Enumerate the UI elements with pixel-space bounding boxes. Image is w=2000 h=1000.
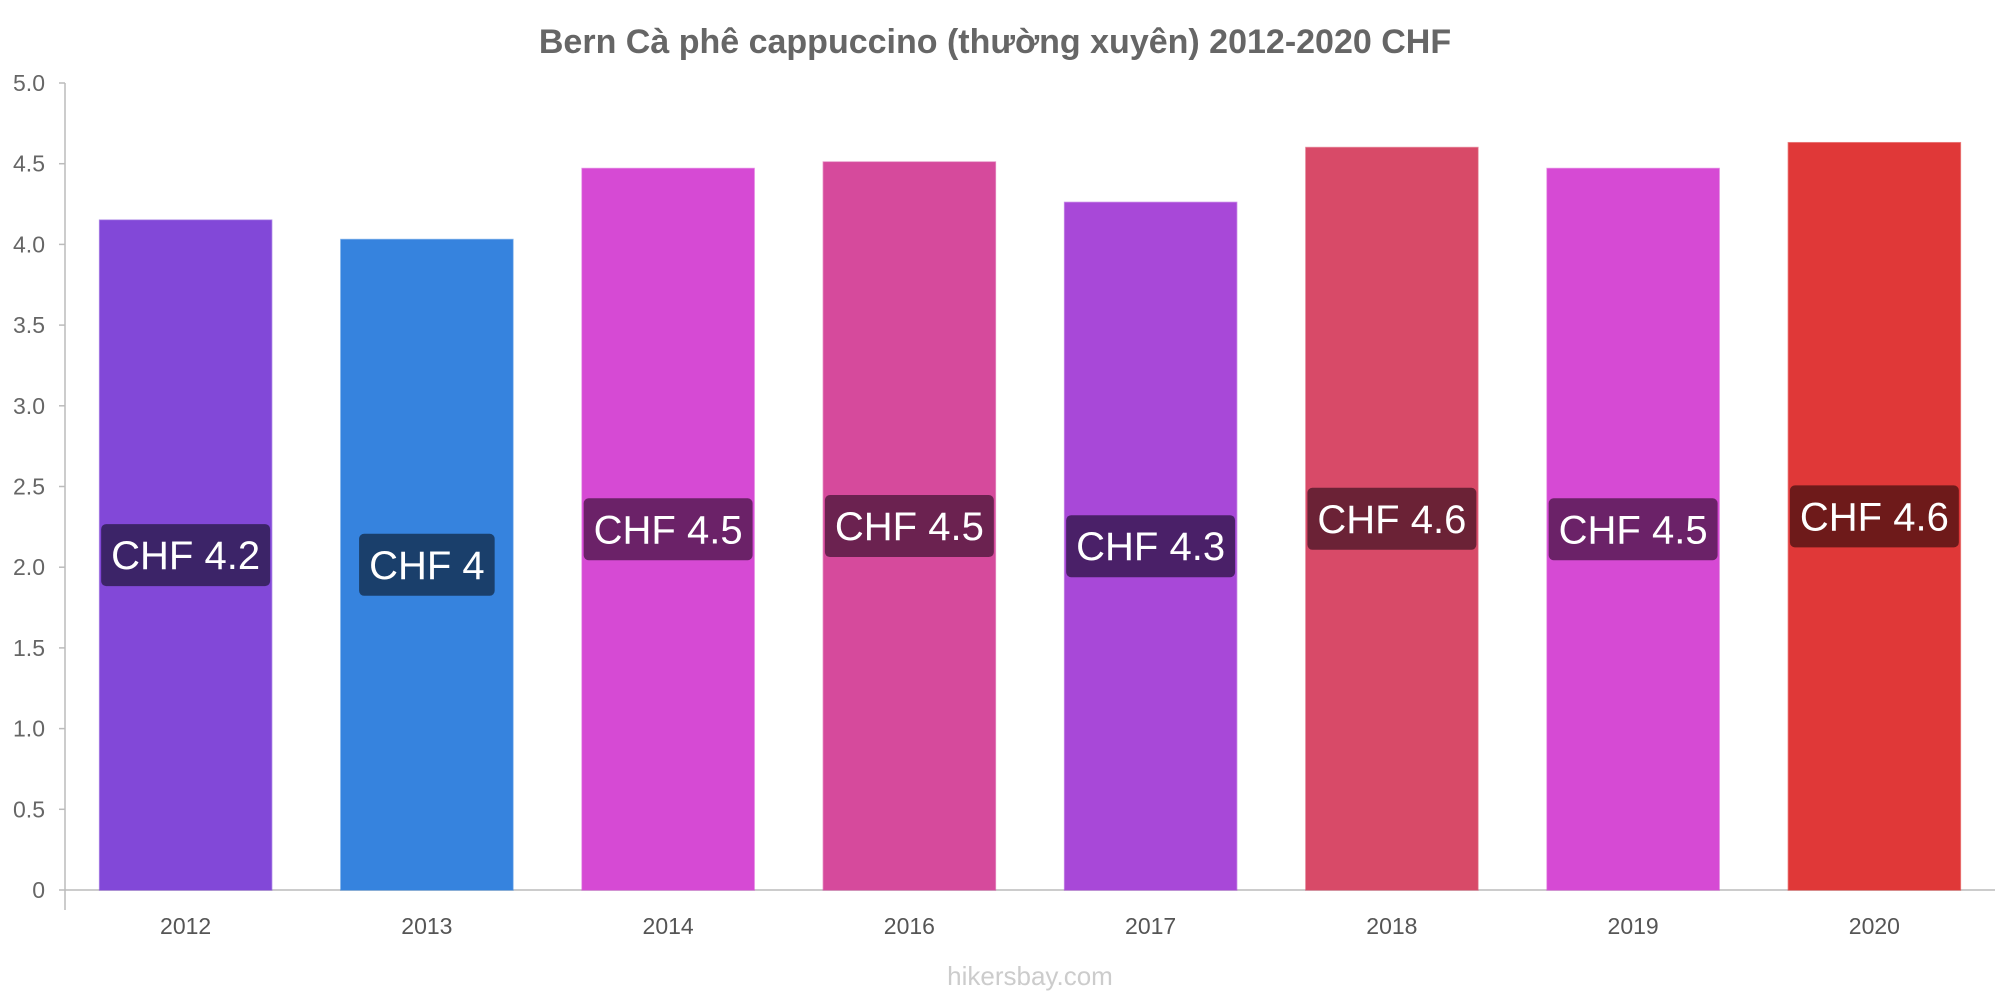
- y-tick-label: 4.0: [13, 231, 45, 257]
- value-label-text: CHF 4.3: [1076, 525, 1225, 569]
- y-tick-label: 1.5: [13, 635, 45, 661]
- y-tick-label: 2.0: [13, 554, 45, 580]
- x-tick-label: 2017: [1125, 913, 1176, 939]
- value-label-2018: CHF 4.6: [1307, 487, 1477, 550]
- value-label-2014: CHF 4.5: [583, 498, 753, 561]
- value-label-box: [359, 533, 495, 596]
- value-label-text: CHF 4.6: [1317, 498, 1466, 542]
- y-tick-label: 0.5: [13, 796, 45, 822]
- value-label-box: [1548, 498, 1718, 561]
- value-label-box: [1307, 487, 1477, 550]
- value-label-text: CHF 4.2: [111, 534, 260, 578]
- x-axis: 2012 2013 2014 2016 2017 2018 2019 2020: [65, 889, 1995, 939]
- value-label-text: CHF 4: [369, 544, 485, 588]
- x-tick-label: 2013: [401, 913, 452, 939]
- value-label-box: [1789, 485, 1959, 548]
- value-label-box: [101, 524, 271, 587]
- y-tick-label: 1.0: [13, 716, 45, 742]
- value-label-box: [824, 495, 994, 558]
- value-labels: CHF 4.2 CHF 4 CHF 4.5 CHF 4.5 CHF 4.3 CHF 4.6…: [101, 485, 1959, 596]
- y-tick-label: 5.0: [13, 70, 45, 96]
- y-tick-label: 3.5: [13, 312, 45, 338]
- y-tick-label: 4.5: [13, 151, 45, 177]
- x-tick-label: 2019: [1608, 913, 1659, 939]
- value-label-text: CHF 4.6: [1800, 495, 1949, 539]
- value-label-box: [1066, 515, 1236, 578]
- value-label-2019: CHF 4.5: [1548, 498, 1718, 561]
- value-label-2013: CHF 4: [359, 533, 495, 596]
- value-label-box: [583, 498, 753, 561]
- y-axis: 0 0.5 1.0 1.5 2.0 2.5 3.0 3.5 4.0 4.5 5.0: [13, 70, 66, 910]
- x-tick-label: 2020: [1849, 913, 1900, 939]
- x-tick-label: 2016: [884, 913, 935, 939]
- value-label-2012: CHF 4.2: [101, 524, 271, 587]
- value-label-2017: CHF 4.3: [1066, 515, 1236, 578]
- x-tick-label: 2014: [643, 913, 694, 939]
- chart-title: Bern Cà phê cappuccino (thường xuyên) 20…: [539, 23, 1451, 61]
- value-label-2020: CHF 4.6: [1789, 485, 1959, 548]
- value-label-text: CHF 4.5: [835, 505, 984, 549]
- y-tick-label: 3.0: [13, 393, 45, 419]
- y-tick-label: 2.5: [13, 474, 45, 500]
- x-tick-label: 2018: [1366, 913, 1417, 939]
- y-tick-label: 0: [32, 877, 45, 903]
- value-label-text: CHF 4.5: [1559, 508, 1708, 552]
- watermark: hikersbay.com: [947, 961, 1113, 991]
- value-label-2016: CHF 4.5: [824, 495, 994, 558]
- value-label-text: CHF 4.5: [594, 508, 743, 552]
- x-tick-label: 2012: [160, 913, 211, 939]
